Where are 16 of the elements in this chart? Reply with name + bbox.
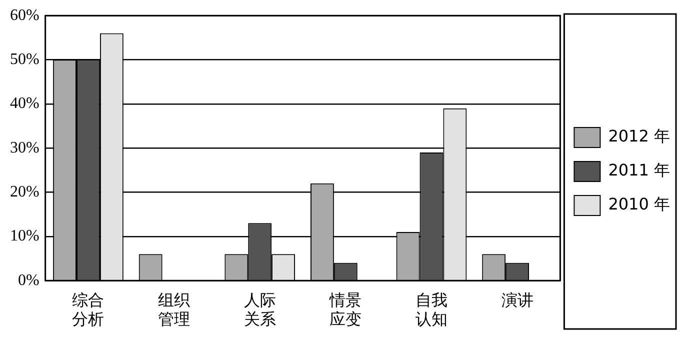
y-tick-label: 10% xyxy=(10,228,40,245)
legend-label: 2010 年 xyxy=(608,194,670,214)
y-tick-label: 50% xyxy=(10,50,40,68)
legend-label: 2012 年 xyxy=(608,126,670,146)
x-tick-label: 演讲 xyxy=(501,290,534,310)
y-tick-label: 20% xyxy=(10,183,40,200)
x-tick-label: 自我认知 xyxy=(415,290,448,329)
x-tick-label: 情景应变 xyxy=(328,290,362,329)
x-tick-label: 综合分析 xyxy=(72,290,104,329)
legend-label: 2011 年 xyxy=(608,160,670,180)
y-tick-label: 60% xyxy=(10,6,40,24)
y-tick-label: 0% xyxy=(18,272,40,289)
x-tick-label: 人际关系 xyxy=(244,290,276,329)
x-tick-label: 组织管理 xyxy=(158,290,190,329)
y-tick-label: 40% xyxy=(10,95,40,112)
y-tick-label: 30% xyxy=(10,139,40,156)
